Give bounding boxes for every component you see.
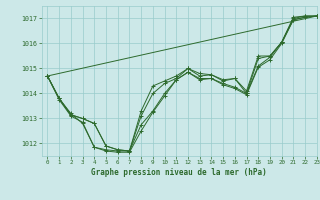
X-axis label: Graphe pression niveau de la mer (hPa): Graphe pression niveau de la mer (hPa) [91, 168, 267, 177]
